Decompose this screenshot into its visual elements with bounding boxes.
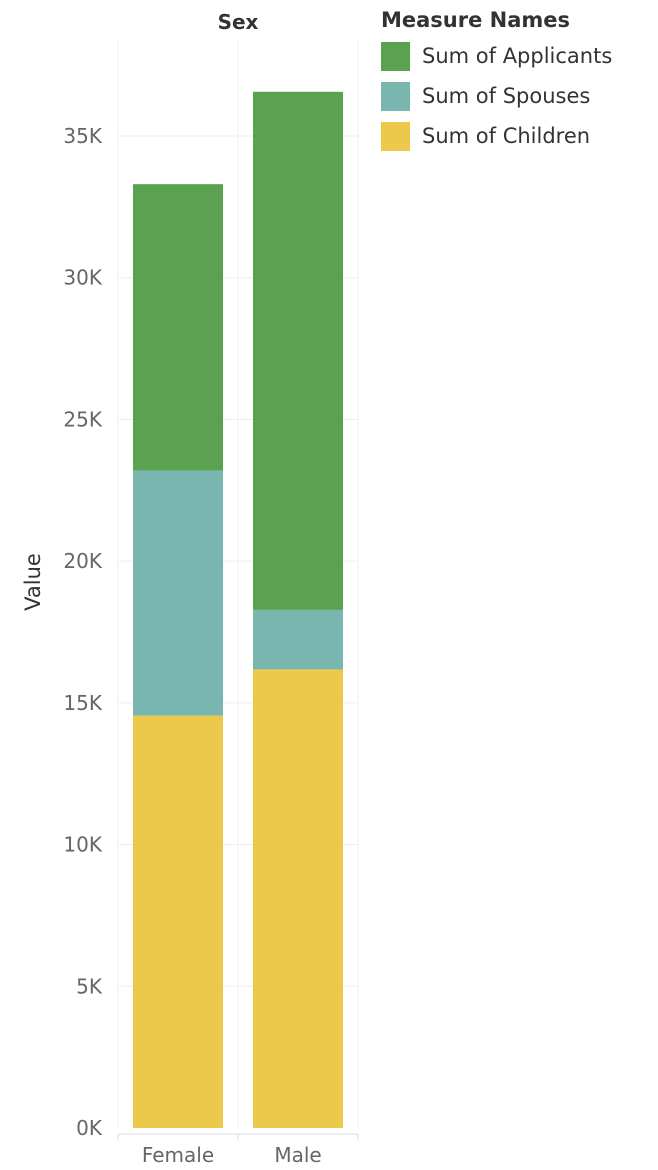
legend-title: Measure Names [381, 8, 571, 32]
bar-male-sum-of-children[interactable] [253, 669, 343, 1128]
y-tick-label-2: 10K [63, 833, 102, 857]
bar-female-sum-of-children[interactable] [133, 715, 223, 1128]
legend-item-children[interactable]: Sum of Children [381, 116, 612, 156]
y-tick-label-4: 20K [63, 549, 102, 573]
bar-male-sum-of-applicants[interactable] [253, 91, 343, 610]
legend-label-applicants: Sum of Applicants [422, 44, 613, 68]
y-tick-label-6: 30K [63, 266, 102, 290]
legend-swatch-applicants [381, 41, 410, 71]
legend-item-spouses[interactable]: Sum of Spouses [381, 76, 612, 116]
bars [133, 91, 343, 1128]
y-tick-label-5: 25K [63, 407, 102, 431]
bar-male-sum-of-spouses[interactable] [253, 609, 343, 670]
bar-female-sum-of-applicants[interactable] [133, 184, 223, 471]
y-axis-ticks: 0K 5K 10K 15K 20K 25K 30K 35K [63, 124, 102, 1140]
legend-swatch-children [381, 121, 410, 151]
y-tick-label-1: 5K [76, 974, 103, 998]
x-tick-label-female: Female [142, 1143, 214, 1167]
y-axis-title: Value [21, 553, 45, 611]
legend-label-spouses: Sum of Spouses [422, 84, 591, 108]
x-axis-ticks: Female Male [142, 1143, 322, 1167]
column-header-title: Sex [218, 10, 259, 34]
bar-female-sum-of-spouses[interactable] [133, 470, 223, 716]
legend: Measure Names Sum of Applicants Sum of S… [381, 8, 612, 156]
y-tick-label-3: 15K [63, 691, 102, 715]
legend-item-applicants[interactable]: Sum of Applicants [381, 36, 612, 76]
y-tick-label-0: 0K [76, 1116, 103, 1140]
legend-label-children: Sum of Children [422, 124, 591, 148]
legend-swatch-spouses [381, 81, 410, 111]
x-tick-label-male: Male [274, 1143, 321, 1167]
y-tick-label-7: 35K [63, 124, 102, 148]
